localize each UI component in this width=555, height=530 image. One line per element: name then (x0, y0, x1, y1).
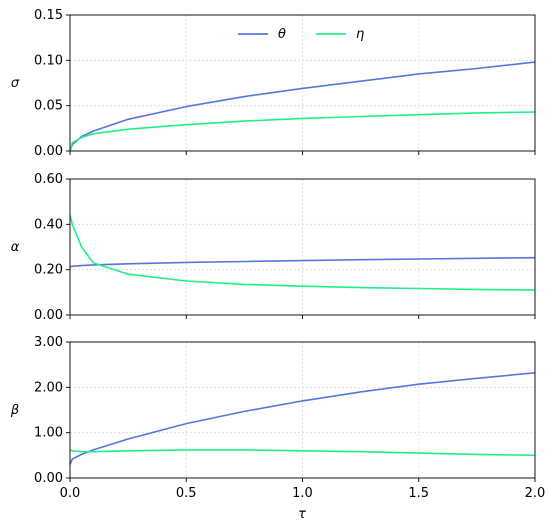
y-tick-label: 0.20 (34, 263, 63, 278)
x-axis-label: τ (298, 507, 306, 522)
legend-label: θ (278, 27, 286, 42)
series-line-eta (69, 111, 536, 152)
panel-3: 0.00 1.00 2.00 3.00 0.0 0.5 1.0 1.5 2.0 β (10, 335, 545, 501)
x-tick-label: 0.0 (60, 486, 81, 501)
series-line-eta (69, 449, 536, 457)
y-tick-label: 0.05 (34, 99, 63, 114)
y-tick-label: 0.00 (34, 308, 63, 323)
series-line-theta (69, 372, 536, 465)
panel-2: 0.00 0.20 0.40 0.60 α (11, 172, 536, 323)
y-tick-label: 1.00 (34, 426, 63, 441)
y-tick-label: 0.00 (34, 471, 63, 486)
legend-label: η (356, 27, 364, 42)
y-tick-label: 2.00 (34, 380, 63, 395)
y-tick-label: 0.00 (34, 144, 63, 159)
x-tick-label: 1.0 (292, 486, 313, 501)
y-tick-label: 0.60 (34, 172, 63, 187)
y-axis-label: β (10, 403, 19, 418)
series-line-theta (69, 256, 536, 268)
y-axis-label: σ (11, 76, 20, 91)
y-tick-label: 0.40 (34, 217, 63, 232)
x-tick-label: 1.5 (408, 486, 429, 501)
y-axis-label: α (11, 240, 20, 255)
series-line-eta (69, 215, 536, 291)
y-tick-label: 3.00 (34, 335, 63, 350)
x-tick-label: 2.0 (525, 486, 546, 501)
chart-panels: 0.00 0.05 0.10 0.15 σ 0.00 0.20 0.40 0.60 α 0.00 1.… (10, 8, 545, 501)
y-tick-label: 0.10 (34, 53, 63, 68)
panel-1: 0.00 0.05 0.10 0.15 σ (11, 8, 536, 159)
x-tick-label: 0.5 (176, 486, 197, 501)
y-tick-label: 0.15 (34, 8, 63, 23)
